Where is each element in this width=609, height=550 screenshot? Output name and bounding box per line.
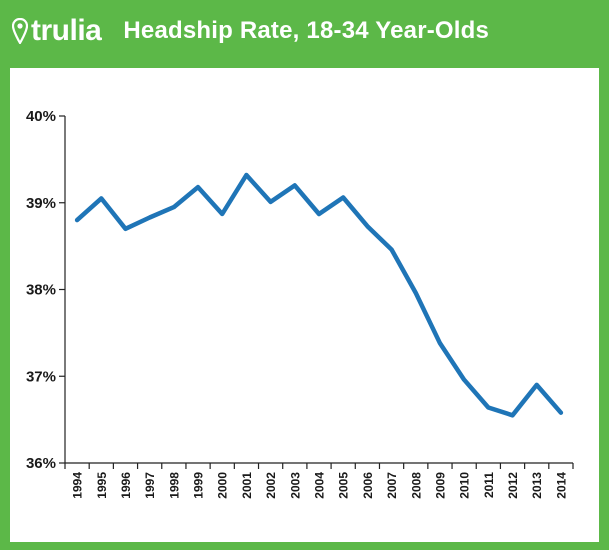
x-tick-label: 2005 [337,472,351,499]
x-tick-label: 2010 [458,472,472,499]
chart-title: Headship Rate, 18-34 Year-Olds [123,17,490,44]
x-tick-label: 2009 [433,472,447,499]
map-pin-icon [12,18,28,44]
x-axis-ticks: 1994 1995 1996 1997 1998 1999 2000 2001 2002 2003… [64,463,574,499]
x-tick-label: 2007 [385,472,399,499]
x-tick-label: 2003 [288,472,302,499]
header: trulia Headship Rate, 18-34 Year-Olds [0,0,609,62]
x-tick-label: 1994 [71,472,85,499]
x-tick-label: 2012 [506,472,520,499]
x-tick-label: 1999 [192,472,206,499]
y-tick-label: 38% [26,282,56,299]
x-tick-label: 2006 [361,472,375,499]
x-tick-label: 1995 [95,472,109,499]
trulia-logo: trulia [12,14,102,48]
x-tick-label: 1997 [143,472,157,499]
x-tick-label: 2013 [530,472,544,499]
y-axis-ticks: 36% 37% 38% 39% 40% [26,108,65,472]
x-tick-label: 2002 [264,472,278,499]
x-tick-label: 1996 [119,472,133,499]
line-chart: 36% 37% 38% 39% 40% 1994 1995 1996 1997 1998 1999… [26,108,574,499]
y-tick-label: 39% [26,195,56,212]
y-tick-label: 40% [26,108,56,125]
brand-name: trulia [31,14,102,47]
plot-panel: 36% 37% 38% 39% 40% 1994 1995 1996 1997 1998 1999… [10,68,599,542]
headship-rate-line [74,172,564,418]
x-tick-label: 2014 [554,472,568,499]
series-line [74,172,564,418]
x-tick-label: 2011 [482,472,496,498]
y-tick-label: 37% [26,368,56,385]
x-tick-label: 2001 [240,472,254,499]
x-tick-label: 2004 [313,472,327,499]
y-tick-label: 36% [26,455,56,472]
x-tick-label: 2000 [216,472,230,499]
x-tick-label: 2008 [409,472,423,499]
x-tick-label: 1998 [167,472,181,499]
